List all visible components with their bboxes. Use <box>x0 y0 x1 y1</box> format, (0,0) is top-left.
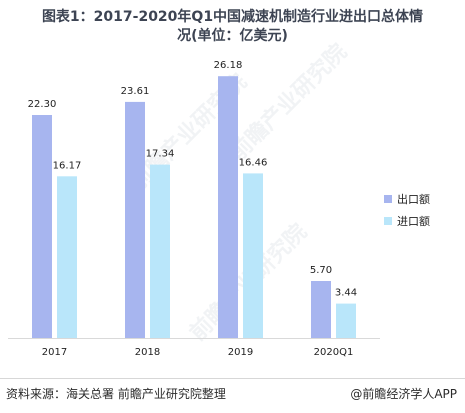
footer: 资料来源：海关总署 前瞻产业研究院整理 @前瞻经济学人APP <box>0 378 465 413</box>
bar-export-2017 <box>32 115 52 338</box>
data-label-import-2018: 17.34 <box>146 149 175 160</box>
data-label-import-2020Q1: 3.44 <box>335 288 357 299</box>
bar-export-2020Q1 <box>311 281 331 338</box>
chart-title: 图表1：2017-2020年Q1中国减速机制造行业进出口总体情 况(单位：亿美元… <box>0 8 465 46</box>
source-note: 资料来源：海关总署 前瞻产业研究院整理 <box>6 387 226 401</box>
legend-label-import: 进口额 <box>397 215 430 228</box>
legend-label-export: 出口额 <box>397 192 430 206</box>
brand-label: @前瞻经济学人APP <box>350 387 457 401</box>
chart-title-line-2: 况(单位：亿美元) <box>177 28 288 44</box>
chart-title-line-1: 图表1：2017-2020年Q1中国减速机制造行业进出口总体情 <box>41 9 424 25</box>
legend-swatch-import <box>384 217 392 225</box>
bar-export-2019 <box>218 76 238 338</box>
data-label-import-2019: 16.46 <box>239 157 268 168</box>
data-label-import-2017: 16.17 <box>53 160 82 171</box>
bar-chart: 22.30 16.17 2017 23.61 17.34 2018 26.18 16.46 20… <box>8 60 430 358</box>
x-tick-label-2019: 2019 <box>228 347 253 358</box>
data-label-export-2017: 22.30 <box>28 99 57 110</box>
data-label-export-2018: 23.61 <box>121 86 150 97</box>
bar-import-2017 <box>57 176 77 338</box>
bar-import-2018 <box>150 164 170 338</box>
x-tick-label-2020Q1: 2020Q1 <box>314 347 354 358</box>
data-label-export-2020Q1: 5.70 <box>310 265 332 276</box>
x-tick-label-2018: 2018 <box>135 347 160 358</box>
x-tick-label-2017: 2017 <box>42 347 67 358</box>
legend-swatch-export <box>384 195 392 203</box>
bar-import-2020Q1 <box>336 303 356 338</box>
bar-import-2019 <box>243 173 263 338</box>
data-label-export-2019: 26.18 <box>214 60 243 71</box>
bar-export-2018 <box>125 101 145 339</box>
